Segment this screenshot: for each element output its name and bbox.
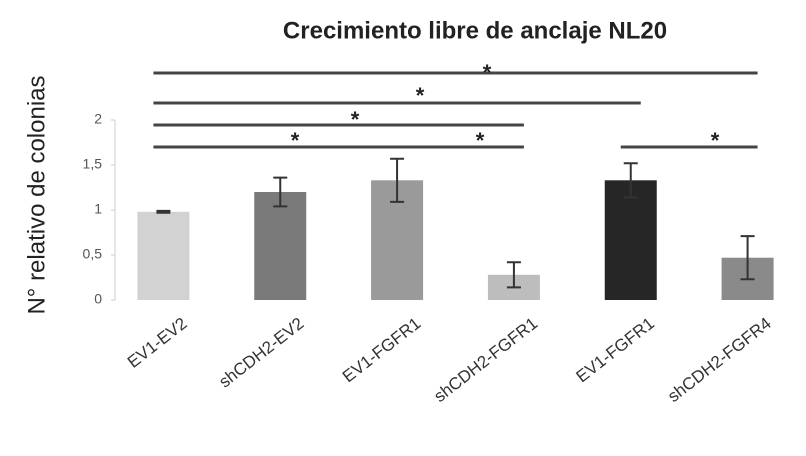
significance-star: * bbox=[476, 128, 485, 153]
bar bbox=[604, 180, 657, 300]
error-bar bbox=[390, 157, 405, 203]
y-tick-label: 1,5 bbox=[83, 156, 103, 172]
error-bar bbox=[273, 176, 288, 208]
y-tick-label: 0 bbox=[94, 291, 102, 307]
x-tick-label: shCDH2-FGFR4 bbox=[664, 314, 775, 406]
y-tick-label: 0,5 bbox=[83, 246, 103, 262]
error-bar bbox=[156, 209, 171, 214]
significance-star: * bbox=[416, 83, 425, 108]
x-tick-label: EV1-FGFR1 bbox=[339, 314, 424, 387]
error-bar bbox=[740, 235, 755, 281]
bar bbox=[137, 211, 190, 300]
significance-star: * bbox=[711, 128, 720, 153]
x-tick-label: shCDH2-FGFR1 bbox=[430, 314, 541, 406]
x-tick-label: EV1-FGFR1 bbox=[573, 314, 658, 387]
significance-star: * bbox=[483, 60, 492, 85]
y-tick-label: 2 bbox=[94, 111, 102, 127]
y-tick-label: 1 bbox=[94, 201, 102, 217]
error-bar bbox=[623, 162, 638, 199]
significance-star: * bbox=[351, 107, 360, 132]
bar bbox=[254, 192, 307, 300]
x-tick-label: EV1-EV2 bbox=[124, 314, 191, 372]
error-bar bbox=[506, 261, 521, 289]
x-tick-label: shCDH2-EV2 bbox=[215, 314, 307, 392]
chart-title: Crecimiento libre de anclaje NL20 bbox=[283, 17, 667, 44]
significance-star: * bbox=[291, 128, 300, 153]
y-axis-label: N° relativo de colonias bbox=[23, 75, 50, 314]
